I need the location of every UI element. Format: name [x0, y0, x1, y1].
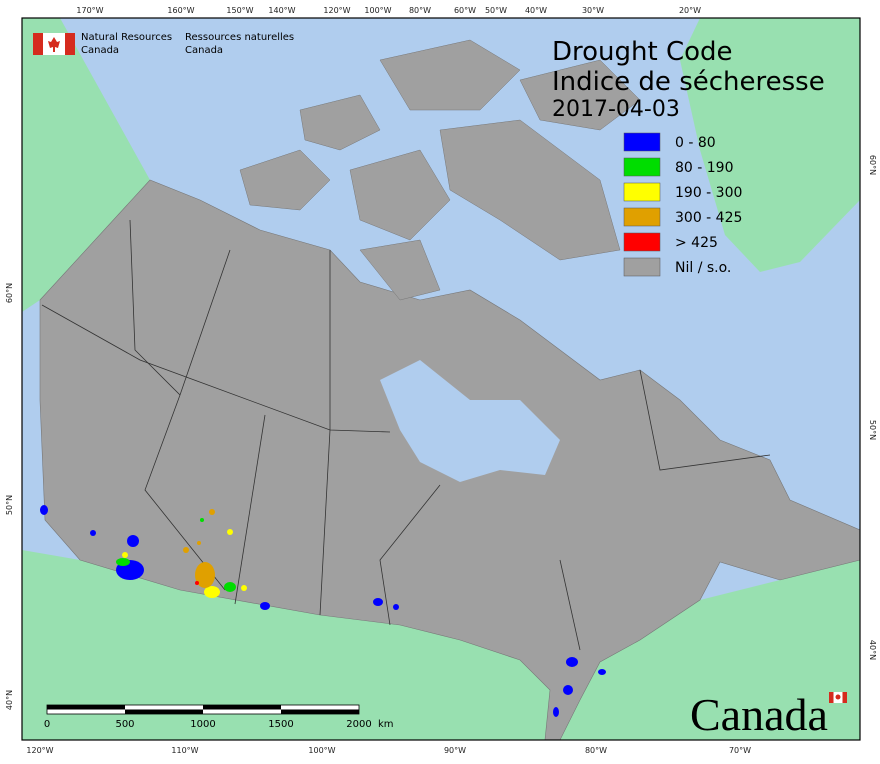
graticule-label: 40°W — [525, 6, 547, 15]
agency-fr: Ressources naturelles — [185, 32, 294, 43]
scale-bar-segment — [203, 705, 281, 710]
title: Indice de sécheresse — [552, 67, 825, 97]
drought-patch — [122, 552, 128, 558]
legend-swatch — [623, 257, 661, 277]
wordmark-flag — [829, 692, 847, 703]
graticule-label: 90°W — [444, 746, 466, 755]
graticule-label: 150°W — [226, 6, 253, 15]
drought-patch — [224, 582, 236, 592]
scale-label: 1500 — [268, 719, 293, 730]
graticule-label: 140°W — [268, 6, 295, 15]
drought-patch — [127, 535, 139, 547]
drought-patch — [197, 541, 201, 545]
scale-label: 500 — [115, 719, 134, 730]
drought-patch — [227, 529, 233, 535]
drought-patch — [563, 685, 573, 695]
graticule-label: 70°W — [729, 746, 751, 755]
graticule-label: 60°W — [454, 6, 476, 15]
scale-bar-segment — [125, 709, 203, 714]
graticule-label: 160°W — [167, 6, 194, 15]
legend-swatch — [623, 207, 661, 227]
scale-label: 1000 — [190, 719, 215, 730]
graticule-label: 120°W — [323, 6, 350, 15]
agency-en: Canada — [81, 45, 119, 56]
graticule-label: 100°W — [308, 746, 335, 755]
graticule-label: 40°N — [5, 690, 14, 710]
drought-patch — [553, 707, 559, 717]
drought-patch — [204, 586, 220, 598]
scale-unit: km — [378, 719, 394, 730]
agency-fr: Canada — [185, 45, 223, 56]
legend-label: 0 - 80 — [675, 135, 716, 151]
scale-bar-segment — [47, 705, 125, 710]
drought-patch — [373, 598, 383, 606]
graticule-label: 30°W — [582, 6, 604, 15]
graticule-label: 80°W — [409, 6, 431, 15]
alaska — [22, 18, 150, 312]
legend-swatch — [623, 157, 661, 177]
drought-patch — [90, 530, 96, 536]
graticule-label: 60°N — [5, 283, 14, 303]
province-borders — [41, 219, 771, 651]
greenland — [680, 18, 860, 272]
graticule-label: 110°W — [171, 746, 198, 755]
legend-swatch — [623, 182, 661, 202]
graticule-label: 60°N — [868, 155, 877, 175]
scale-label: 2000 — [346, 719, 371, 730]
drought-patch — [393, 604, 399, 610]
drought-patch — [241, 585, 247, 591]
legend-label: > 425 — [675, 235, 718, 251]
graticule-label: 80°W — [585, 746, 607, 755]
drought-patch — [566, 657, 578, 667]
graticule-label: 50°N — [5, 495, 14, 515]
legend-swatch — [623, 132, 661, 152]
drought-patch — [260, 602, 270, 610]
legend-label: 190 - 300 — [675, 185, 742, 201]
frame — [21, 17, 861, 741]
graticule-label: 100°W — [364, 6, 391, 15]
legend-label: 300 - 425 — [675, 210, 742, 226]
title: Drought Code — [552, 37, 733, 67]
drought-patch — [200, 518, 204, 522]
graticule-label: 50°N — [868, 420, 877, 440]
usa — [22, 550, 860, 740]
arctic-islands — [239, 39, 641, 301]
drought-patch — [195, 581, 199, 585]
graticule-label: 120°W — [26, 746, 53, 755]
flag — [33, 33, 75, 55]
drought-patch — [116, 558, 130, 566]
scale-bar-segment — [281, 709, 359, 714]
legend-swatch — [623, 232, 661, 252]
graticule-label: 20°W — [679, 6, 701, 15]
graticule-label: 40°N — [868, 640, 877, 660]
scale-label: 0 — [44, 719, 50, 730]
legend-label: 80 - 190 — [675, 160, 734, 176]
graticule-label: 170°W — [76, 6, 103, 15]
drought-patch — [598, 669, 606, 675]
legend-label: Nil / s.o. — [675, 260, 731, 276]
drought-patch — [40, 505, 48, 515]
drought-patch — [195, 562, 215, 588]
wordmark: Canada — [690, 689, 828, 740]
graticule-label: 50°W — [485, 6, 507, 15]
drought-patch — [209, 509, 215, 515]
hudson-bay — [380, 360, 560, 482]
agency-en: Natural Resources — [81, 32, 172, 43]
date: 2017-04-03 — [552, 97, 680, 122]
drought-patch — [183, 547, 189, 553]
